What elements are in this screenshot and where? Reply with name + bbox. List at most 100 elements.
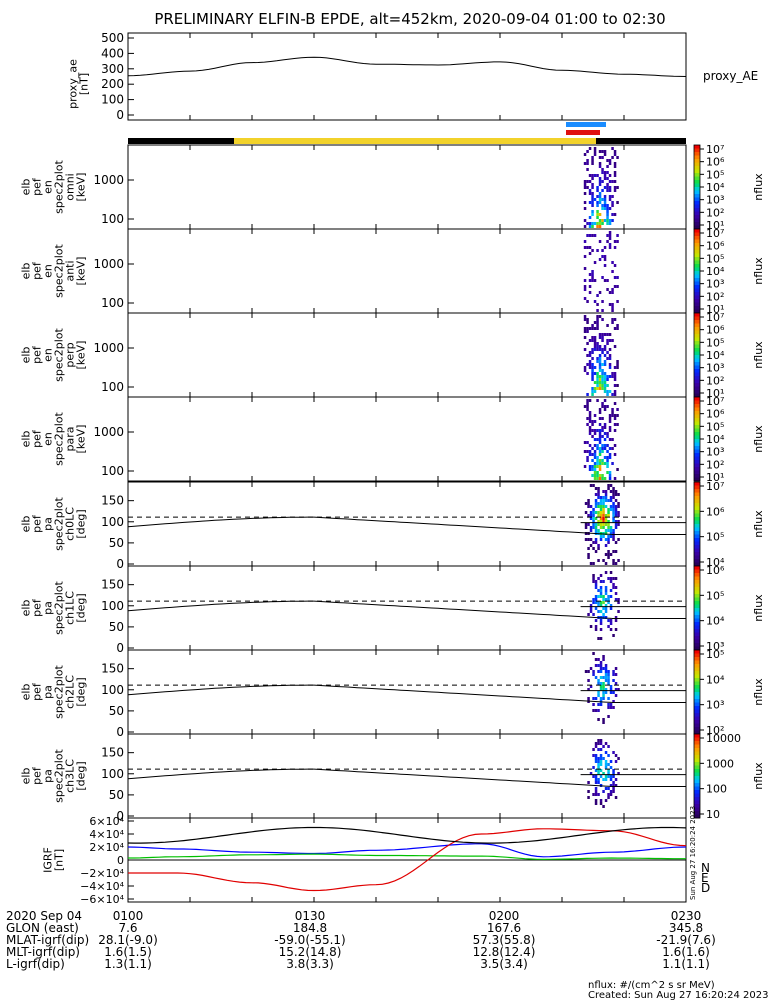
energy-pixel xyxy=(608,231,612,234)
pa-pixel xyxy=(617,598,620,601)
pa-pixel xyxy=(592,793,595,796)
pa-pixel xyxy=(599,667,603,670)
pa-pixel xyxy=(597,757,600,760)
energy-pixel xyxy=(616,327,619,330)
pa-pixel xyxy=(597,589,600,592)
colorbar-cell xyxy=(694,622,700,626)
colorbar-tick-label: 10⁶ xyxy=(706,324,725,337)
ylabel-line: spec2plot xyxy=(53,665,66,719)
pa-pixel xyxy=(609,532,613,535)
pa-pixel xyxy=(587,556,590,559)
pa-pixel xyxy=(612,679,615,682)
pa-pixel xyxy=(604,787,608,790)
pa-loss-cone-line xyxy=(127,600,612,619)
energy-pixel xyxy=(593,366,597,369)
energy-pixel xyxy=(591,192,594,195)
pa-pixel xyxy=(602,508,605,511)
pa-pixel xyxy=(602,499,605,502)
colorbar-frame xyxy=(693,733,701,819)
energy-pixel xyxy=(613,390,617,393)
ylabel-line: spec2plot xyxy=(53,328,66,382)
pa-pixel xyxy=(589,538,593,541)
energy-pixel xyxy=(613,345,617,348)
pa-pixel xyxy=(599,754,603,757)
energy-pixel xyxy=(601,435,604,438)
colorbar-tick-label: 10³ xyxy=(706,362,724,375)
energy-pixel xyxy=(613,423,617,426)
energy-pixel xyxy=(583,285,587,288)
energy-pixel xyxy=(611,408,614,411)
pa-pixel xyxy=(592,511,595,514)
colorbar-cell xyxy=(694,439,700,443)
energy-pixel xyxy=(593,198,597,201)
energy-pixel xyxy=(598,381,602,384)
energy-pixel xyxy=(613,327,617,330)
pa-pixel xyxy=(617,772,620,775)
pa-pixel xyxy=(597,601,600,604)
energy-pixel xyxy=(598,438,602,441)
pa-pixel xyxy=(612,535,615,538)
table-cell: 12.8(12.4) xyxy=(473,945,536,959)
colorbar-cell xyxy=(694,594,700,598)
pa-pixel xyxy=(599,604,603,607)
colorbar-cell xyxy=(694,404,700,408)
pa-pixel xyxy=(589,604,593,607)
pa-pixel xyxy=(612,538,615,541)
energy-pixel xyxy=(608,429,612,432)
energy-pixel xyxy=(593,414,597,417)
ylabel-line: en xyxy=(42,264,55,278)
energy-pixel xyxy=(601,198,604,201)
energy-pixel xyxy=(603,150,607,153)
pa-pixel xyxy=(584,526,588,529)
colorbar-cell xyxy=(694,432,700,436)
energy-pixel xyxy=(598,429,602,432)
pa-pixel xyxy=(602,757,605,760)
colorbar-cell xyxy=(694,442,700,447)
energy-pixel xyxy=(583,267,587,270)
energy-pixel xyxy=(591,162,594,165)
energy-pixel xyxy=(603,201,607,204)
energy-pixel xyxy=(611,303,614,306)
energy-pixel xyxy=(588,189,592,192)
energy-pixel xyxy=(591,474,594,477)
pa-pixel xyxy=(589,505,593,508)
pa-colorbar: 10⁵ 10⁴ 10³ 10² nflux xyxy=(693,648,765,737)
energy-pixel xyxy=(603,432,607,435)
energy-pixel xyxy=(606,186,609,189)
pa-pixel xyxy=(589,625,593,628)
energy-pixel xyxy=(601,348,604,351)
pa-pixel xyxy=(604,775,608,778)
colorbar-tick-label: 10² xyxy=(706,724,724,737)
pa-pixel xyxy=(594,583,598,586)
energy-pixel xyxy=(591,213,594,216)
pa-ytick-label: 0 xyxy=(116,725,124,739)
energy-pixel xyxy=(598,156,602,159)
pa-ytick-label: 150 xyxy=(101,746,124,760)
energy-pixel xyxy=(613,453,617,456)
energy-pixel xyxy=(591,453,594,456)
pa-pixel xyxy=(584,523,588,526)
pa-pixel xyxy=(599,799,603,802)
pa-pixel xyxy=(609,505,613,508)
table-row-label: L-igrf(dip) xyxy=(6,957,65,971)
energy-pixel xyxy=(586,186,589,189)
energy-pixel xyxy=(606,432,609,435)
energy-pixel xyxy=(606,378,609,381)
colorbar-cell xyxy=(694,755,700,759)
pa-pixel xyxy=(589,517,593,520)
pa-pixel xyxy=(587,538,590,541)
colorbar-cell xyxy=(694,517,700,521)
energy-pixel xyxy=(613,213,617,216)
energy-pixel xyxy=(611,414,614,417)
energy-pixel xyxy=(608,390,612,393)
energy-pixel xyxy=(586,459,589,462)
colorbar-cell xyxy=(694,162,700,167)
energy-pixel xyxy=(586,168,589,171)
pa-pixel xyxy=(604,496,608,499)
pa-ytick-label: 150 xyxy=(101,494,124,508)
colorbar-cell xyxy=(694,783,700,787)
colorbar-cell xyxy=(694,737,700,742)
colorbar-tick-label: 10⁵ xyxy=(706,168,724,181)
energy-pixel xyxy=(591,390,594,393)
colorbar-cell xyxy=(694,751,700,756)
